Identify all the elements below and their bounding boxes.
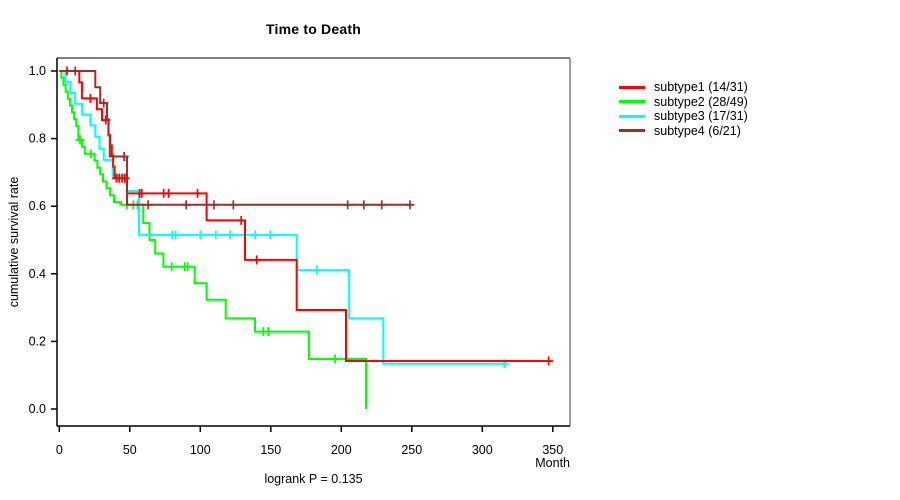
- y-tick-label: 0.2: [29, 334, 46, 348]
- y-tick-label: 0.0: [29, 402, 46, 416]
- survival-curve-subtype3: [59, 70, 507, 365]
- legend-row-subtype3: subtype3 (17/31): [619, 109, 748, 124]
- legend-row-subtype2: subtype2 (28/49): [619, 95, 748, 110]
- legend-label-subtype4: subtype4 (6/21): [654, 123, 741, 138]
- legend-label-subtype3: subtype3 (17/31): [654, 109, 748, 123]
- y-tick-label: 0.6: [29, 199, 46, 213]
- x-tick-label: 250: [401, 443, 422, 457]
- legend-line-swatch-subtype2: [619, 100, 645, 104]
- x-tick-label: 100: [190, 443, 211, 457]
- legend: subtype1 (14/31) subtype2 (28/49) subtyp…: [619, 80, 748, 138]
- y-tick-label: 0.8: [29, 132, 46, 146]
- y-tick-label: 1.0: [29, 64, 46, 78]
- legend-label-subtype1: subtype1 (14/31): [654, 80, 748, 94]
- legend-row-subtype4: subtype4 (6/21): [619, 124, 748, 139]
- legend-label-subtype2: subtype2 (28/49): [654, 94, 748, 109]
- chart-title: Time to Death: [266, 21, 361, 37]
- x-tick-label: 50: [123, 443, 137, 457]
- legend-line-swatch-subtype3: [619, 114, 645, 118]
- legend-line-swatch-subtype4: [619, 129, 645, 133]
- x-tick-label: 150: [260, 443, 281, 457]
- x-tick-label: 300: [472, 443, 493, 457]
- survival-curve-subtype4: [59, 70, 412, 206]
- survival-curve-subtype1: [59, 70, 552, 362]
- x-axis-title: Month: [535, 456, 570, 470]
- legend-line-swatch-subtype1: [619, 85, 645, 89]
- survival-curve-subtype2: [59, 70, 367, 409]
- logrank-annotation: logrank P = 0.135: [264, 472, 363, 486]
- x-tick-label: 200: [331, 443, 352, 457]
- legend-row-subtype1: subtype1 (14/31): [619, 80, 748, 95]
- x-tick-label: 0: [56, 443, 63, 457]
- x-tick-label: 350: [542, 443, 563, 457]
- y-tick-label: 0.4: [29, 267, 46, 281]
